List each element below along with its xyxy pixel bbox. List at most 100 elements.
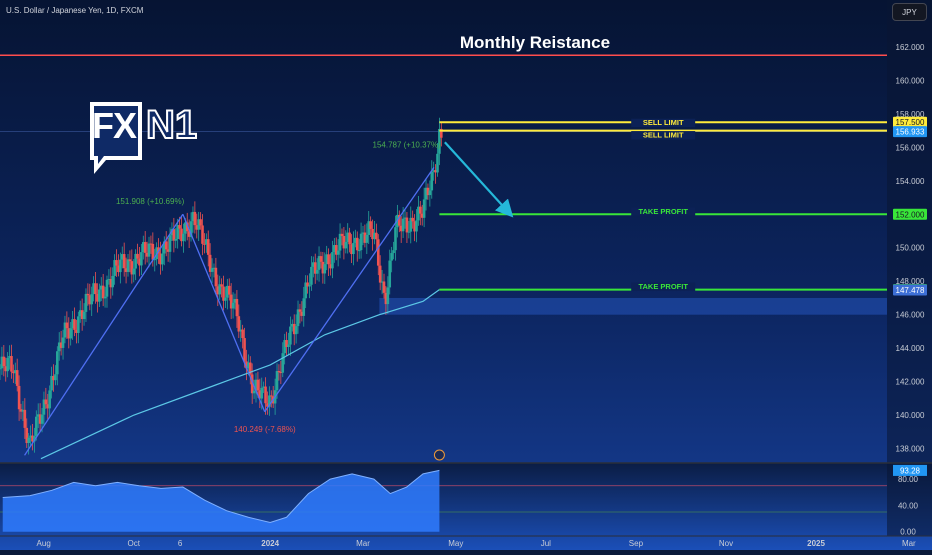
candle-body [201, 225, 204, 244]
level-price-tag: 152.000 [896, 210, 925, 219]
candle-body [0, 368, 2, 370]
level-price-tag: 157.500 [896, 118, 925, 127]
candle-body [327, 254, 330, 265]
candle-body [386, 287, 390, 305]
candle-body [380, 281, 384, 283]
candle-body [0, 356, 4, 369]
level-price-tag-bg [893, 116, 927, 128]
candle-body [90, 294, 94, 305]
candle-body [117, 265, 120, 273]
candle-body [69, 328, 72, 339]
candle-body [325, 254, 328, 265]
currency-button[interactable]: JPY [892, 3, 927, 21]
price-axis-tick: 142.000 [896, 378, 925, 387]
take-profit-label: TAKE PROFIT [638, 207, 688, 216]
candle-body [323, 264, 327, 274]
candle-body [248, 362, 252, 375]
time-axis-tick: 2024 [261, 539, 279, 548]
candle-body [285, 340, 288, 348]
candle-body [294, 326, 298, 335]
candle-body [434, 170, 437, 173]
candle-body [172, 229, 176, 241]
candle-body [98, 289, 101, 302]
candle-body [184, 222, 187, 234]
candle-body [371, 228, 374, 240]
candle-body [390, 253, 393, 261]
candle-body [164, 241, 168, 250]
candle-body [212, 267, 216, 269]
logo-badge-icon [90, 102, 142, 174]
candle-body [235, 298, 239, 317]
time-axis-tick: 2025 [807, 539, 825, 548]
candle-body [56, 351, 59, 375]
candle-body [13, 370, 17, 374]
candle-body [310, 266, 313, 285]
candle-body [359, 233, 363, 251]
candle-body [424, 187, 428, 200]
candle-body [10, 356, 13, 372]
candle-body [134, 253, 137, 269]
candle-body [317, 256, 321, 270]
take-profit-label: TAKE PROFIT [638, 282, 688, 291]
candle-body [40, 414, 44, 424]
candle-body [233, 298, 237, 303]
candle-body [197, 219, 200, 230]
candle-body [193, 211, 197, 226]
candle-body [94, 283, 97, 295]
level-label-bg [631, 207, 696, 216]
candle-body [103, 296, 107, 299]
candle-body [4, 366, 8, 372]
candle-body [52, 375, 55, 381]
support-zone [379, 297, 887, 315]
price-axis-tick: 146.000 [896, 311, 925, 320]
candle-body [54, 374, 57, 381]
candle-body [77, 316, 80, 333]
candle-body [281, 353, 285, 373]
candle-body [304, 282, 307, 299]
candle-body [46, 404, 50, 409]
candle-body [195, 225, 199, 230]
candle-body [73, 319, 76, 330]
candle-body [344, 241, 348, 249]
candle-body [331, 252, 334, 269]
candle-body [313, 262, 317, 274]
osc-axis-tick: 80.00 [898, 475, 919, 484]
candle-body [180, 228, 183, 242]
candle-body [227, 285, 231, 295]
candle-body [216, 286, 220, 295]
candle-body [130, 261, 134, 275]
candle-body [48, 390, 51, 409]
ma-price-tag-bg [893, 284, 927, 296]
candle-body [38, 414, 42, 424]
price-axis-strip [887, 0, 932, 536]
candle-body [203, 243, 206, 245]
candle-body [401, 218, 405, 232]
candle-body [312, 262, 315, 267]
candle-body [25, 427, 29, 444]
logo-n1-text: N1 [145, 102, 198, 148]
candle-body [348, 232, 351, 245]
candle-body [23, 409, 27, 428]
candle-body [6, 357, 9, 372]
price-axis-tick: 162.000 [896, 43, 925, 52]
candle-body [365, 234, 369, 243]
candle-body [210, 268, 214, 272]
candle-body [208, 254, 212, 272]
candle-body [420, 213, 424, 218]
price-axis-tick: 156.000 [896, 143, 925, 152]
candle-body [354, 237, 357, 243]
candle-body [88, 295, 92, 305]
candle-body [231, 302, 235, 309]
candle-body [355, 237, 359, 251]
candle-body [122, 254, 126, 269]
candle-body [153, 259, 157, 261]
candle-body [109, 278, 113, 288]
candle-body [124, 268, 128, 272]
trend-line [24, 213, 184, 456]
candle-body [308, 284, 311, 287]
candle-body [417, 206, 420, 221]
time-axis-tick: May [448, 539, 463, 548]
candle-body [268, 395, 271, 407]
